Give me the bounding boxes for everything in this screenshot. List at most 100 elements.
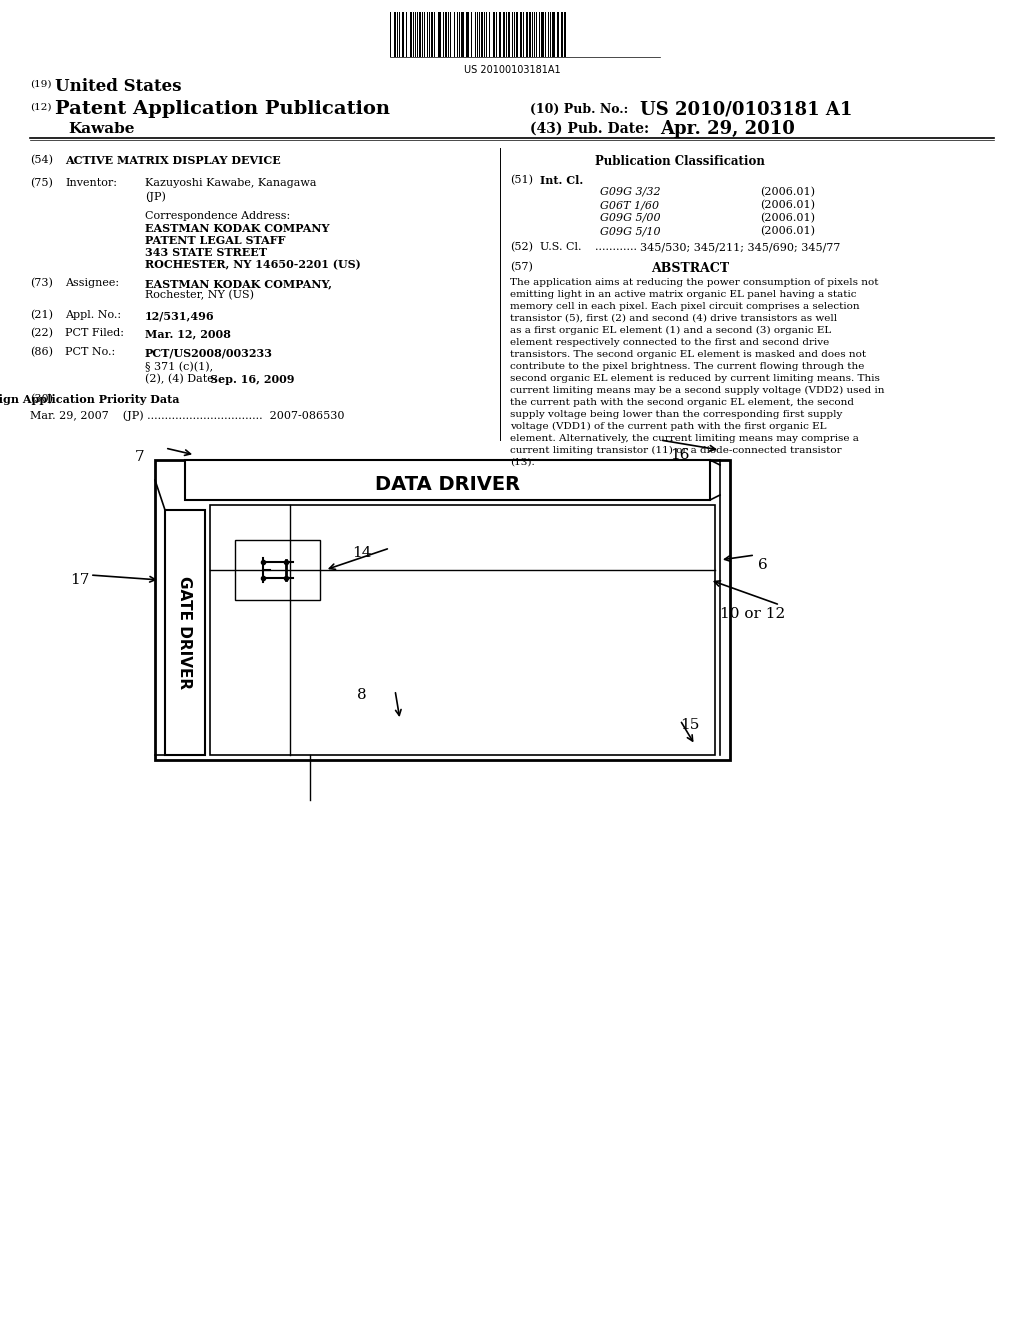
Bar (394, 12, 396, 57)
Text: (43) Pub. Date:: (43) Pub. Date: (530, 121, 649, 136)
Bar (541, 12, 544, 57)
Bar (520, 12, 522, 57)
Text: (13).: (13). (510, 458, 535, 467)
Text: PCT Filed:: PCT Filed: (65, 327, 124, 338)
Bar (410, 12, 412, 57)
Text: (57): (57) (510, 261, 532, 272)
Text: 14: 14 (352, 546, 372, 560)
Text: Assignee:: Assignee: (65, 279, 119, 288)
Text: current limiting means may be a second supply voltage (VDD2) used in: current limiting means may be a second s… (510, 385, 885, 395)
Text: Correspondence Address:: Correspondence Address: (145, 211, 290, 220)
Text: 8: 8 (357, 688, 367, 702)
Text: G09G 3/32: G09G 3/32 (600, 187, 660, 197)
Text: (2006.01): (2006.01) (760, 201, 815, 210)
Text: DATA DRIVER: DATA DRIVER (375, 475, 520, 494)
Text: (75): (75) (30, 178, 53, 189)
Bar (526, 12, 528, 57)
Text: (2006.01): (2006.01) (760, 226, 815, 236)
Text: U.S. Cl.: U.S. Cl. (540, 242, 582, 252)
Text: (19): (19) (30, 81, 51, 88)
Text: supply voltage being lower than the corresponding first supply: supply voltage being lower than the corr… (510, 411, 843, 418)
Bar (402, 12, 404, 57)
Text: Sep. 16, 2009: Sep. 16, 2009 (210, 374, 295, 385)
Bar (552, 12, 555, 57)
Text: G06T 1/60: G06T 1/60 (600, 201, 659, 210)
Text: contribute to the pixel brightness. The current flowing through the: contribute to the pixel brightness. The … (510, 362, 864, 371)
Text: the current path with the second organic EL element, the second: the current path with the second organic… (510, 399, 854, 407)
Bar (508, 12, 510, 57)
Text: voltage (VDD1) of the current path with the first organic EL: voltage (VDD1) of the current path with … (510, 422, 826, 432)
Bar (561, 12, 563, 57)
Text: (86): (86) (30, 347, 53, 358)
Bar (499, 12, 501, 57)
Text: 15: 15 (680, 718, 699, 733)
Text: Int. Cl.: Int. Cl. (540, 176, 584, 186)
Text: 16: 16 (670, 447, 689, 462)
Text: The application aims at reducing the power consumption of pixels not: The application aims at reducing the pow… (510, 279, 879, 286)
Text: Patent Application Publication: Patent Application Publication (55, 100, 390, 117)
Text: element. Alternatively, the current limiting means may comprise a: element. Alternatively, the current limi… (510, 434, 859, 444)
Bar (165, 510, 205, 755)
Text: (2006.01): (2006.01) (760, 187, 815, 197)
Text: (73): (73) (30, 279, 53, 288)
Text: transistor (5), first (2) and second (4) drive transistors as well: transistor (5), first (2) and second (4)… (510, 314, 838, 323)
Text: EASTMAN KODAK COMPANY,: EASTMAN KODAK COMPANY, (145, 279, 332, 289)
Text: (22): (22) (30, 327, 53, 338)
Bar (529, 12, 531, 57)
Bar (234, 540, 319, 601)
Bar (503, 12, 505, 57)
Text: PCT/US2008/003233: PCT/US2008/003233 (145, 347, 273, 358)
Text: Kazuyoshi Kawabe, Kanagawa: Kazuyoshi Kawabe, Kanagawa (145, 178, 316, 187)
Text: Apr. 29, 2010: Apr. 29, 2010 (660, 120, 795, 139)
Text: Appl. No.:: Appl. No.: (65, 310, 121, 319)
Bar (210, 506, 715, 755)
Bar (466, 12, 469, 57)
Text: 345/530; 345/211; 345/690; 345/77: 345/530; 345/211; 345/690; 345/77 (640, 242, 841, 252)
Text: Rochester, NY (US): Rochester, NY (US) (145, 290, 254, 301)
Text: 6: 6 (758, 558, 768, 572)
Text: United States: United States (55, 78, 181, 95)
Text: US 20100103181A1: US 20100103181A1 (464, 65, 560, 75)
Bar (155, 459, 730, 760)
Text: GATE DRIVER: GATE DRIVER (177, 576, 193, 689)
Bar (516, 12, 518, 57)
Text: PATENT LEGAL STAFF: PATENT LEGAL STAFF (145, 235, 286, 246)
Text: (52): (52) (510, 242, 534, 252)
Bar (461, 12, 464, 57)
Text: 10 or 12: 10 or 12 (720, 607, 785, 620)
Text: US 2010/0103181 A1: US 2010/0103181 A1 (640, 100, 852, 117)
Text: as a first organic EL element (1) and a second (3) organic EL: as a first organic EL element (1) and a … (510, 326, 831, 335)
Text: (21): (21) (30, 310, 53, 321)
Text: element respectively connected to the first and second drive: element respectively connected to the fi… (510, 338, 829, 347)
Text: transistors. The second organic EL element is masked and does not: transistors. The second organic EL eleme… (510, 350, 866, 359)
Text: G09G 5/00: G09G 5/00 (600, 213, 660, 223)
Bar (493, 12, 495, 57)
Text: 17: 17 (70, 573, 89, 587)
Text: (54): (54) (30, 154, 53, 165)
Text: Mar. 29, 2007    (JP) .................................  2007-086530: Mar. 29, 2007 (JP) .....................… (30, 411, 344, 421)
Text: (2), (4) Date:: (2), (4) Date: (145, 374, 217, 384)
Text: ABSTRACT: ABSTRACT (651, 261, 729, 275)
Text: Mar. 12, 2008: Mar. 12, 2008 (145, 327, 230, 339)
Text: memory cell in each pixel. Each pixel circuit comprises a selection: memory cell in each pixel. Each pixel ci… (510, 302, 859, 312)
Text: § 371 (c)(1),: § 371 (c)(1), (145, 362, 213, 372)
Text: EASTMAN KODAK COMPANY: EASTMAN KODAK COMPANY (145, 223, 330, 234)
Bar (564, 12, 566, 57)
Bar (438, 12, 441, 57)
Text: ACTIVE MATRIX DISPLAY DEVICE: ACTIVE MATRIX DISPLAY DEVICE (65, 154, 281, 166)
Text: (30): (30) (30, 393, 53, 404)
Text: current limiting transistor (11) or a diode-connected transistor: current limiting transistor (11) or a di… (510, 446, 842, 455)
Bar (557, 12, 559, 57)
Text: ............: ............ (595, 242, 637, 252)
Text: Inventor:: Inventor: (65, 178, 117, 187)
Text: Publication Classification: Publication Classification (595, 154, 765, 168)
Text: (2006.01): (2006.01) (760, 213, 815, 223)
Text: Foreign Application Priority Data: Foreign Application Priority Data (0, 393, 179, 405)
Text: (12): (12) (30, 103, 51, 112)
Bar (419, 12, 421, 57)
Text: (JP): (JP) (145, 191, 166, 202)
Text: G09G 5/10: G09G 5/10 (600, 226, 660, 236)
Bar (185, 459, 710, 500)
Text: 343 STATE STREET: 343 STATE STREET (145, 247, 267, 257)
Text: PCT No.:: PCT No.: (65, 347, 116, 356)
